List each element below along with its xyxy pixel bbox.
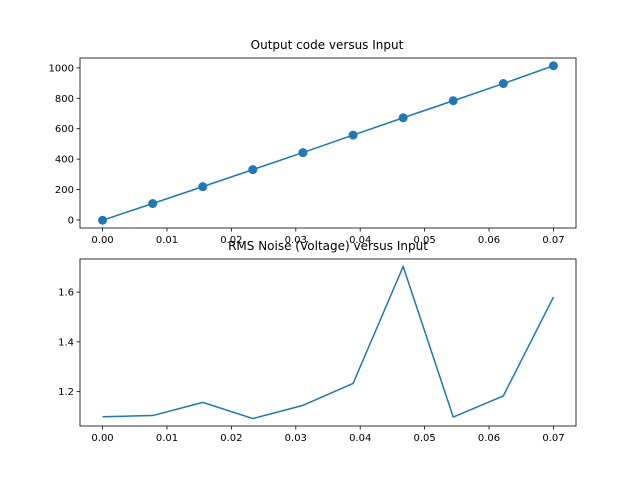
x-tick-label: 0.07	[542, 433, 564, 444]
x-tick-label: 0.06	[478, 433, 500, 444]
x-tick-label: 0.02	[220, 235, 242, 246]
x-tick-label: 0.03	[285, 235, 307, 246]
data-point	[148, 199, 158, 209]
x-axis-ticks: 0.00 0.01 0.02 0.03 0.04 0.05 0.06 0.07	[91, 426, 565, 444]
x-axis-ticks: 0.00 0.01 0.02 0.03 0.04 0.05 0.06 0.07	[91, 228, 565, 246]
y-tick-label: 1.4	[58, 337, 74, 348]
data-point	[548, 61, 558, 71]
chart-rms-noise: 0.00 0.01 0.02 0.03 0.04 0.05 0.06 0.07 1.21.41…	[58, 239, 577, 444]
x-tick-label: 0.04	[349, 433, 371, 444]
x-tick-label: 0.03	[285, 433, 307, 444]
x-tick-label: 0.01	[156, 235, 178, 246]
data-point	[398, 113, 408, 123]
x-tick-label: 0.05	[413, 235, 435, 246]
chart-output-code: Output code versus Input 0.00 0.01 0.02 0.0…	[49, 38, 577, 246]
data-point	[498, 79, 508, 89]
axes-frame	[79, 57, 577, 229]
y-axis-ticks: 0 200 400 600 800 1000	[49, 63, 80, 226]
y-tick-label: 600	[55, 124, 74, 135]
data-point	[98, 215, 108, 225]
y-tick-label: 0	[68, 215, 74, 226]
data-point	[198, 182, 208, 192]
series-group	[102, 265, 555, 420]
x-tick-label: 0.05	[413, 433, 435, 444]
chart-title: RMS Noise (Voltage) versus Input	[228, 239, 428, 253]
data-point	[248, 165, 258, 175]
axes-frame	[79, 258, 577, 427]
y-tick-label: 800	[55, 94, 74, 105]
data-point	[448, 96, 458, 106]
x-tick-label: 0.00	[91, 235, 113, 246]
x-tick-label: 0.07	[542, 235, 564, 246]
series-line	[102, 265, 555, 420]
x-tick-label: 0.02	[220, 433, 242, 444]
y-tick-label: 400	[55, 155, 74, 166]
y-tick-label: 200	[55, 185, 74, 196]
x-tick-label: 0.01	[156, 433, 178, 444]
data-point	[298, 148, 308, 158]
x-tick-label: 0.00	[91, 433, 113, 444]
data-point	[348, 130, 358, 140]
y-axis-ticks: 1.2 1.4 1.6	[58, 288, 80, 398]
series-group	[98, 61, 558, 225]
series-line	[102, 65, 554, 221]
chart-title: Output code versus Input	[251, 38, 404, 52]
x-tick-label: 0.04	[349, 235, 371, 246]
y-tick-label: 1.6	[58, 288, 74, 299]
y-tick-label: 1.2	[58, 387, 74, 398]
x-tick-label: 0.06	[478, 235, 500, 246]
y-tick-label: 1000	[49, 63, 74, 74]
